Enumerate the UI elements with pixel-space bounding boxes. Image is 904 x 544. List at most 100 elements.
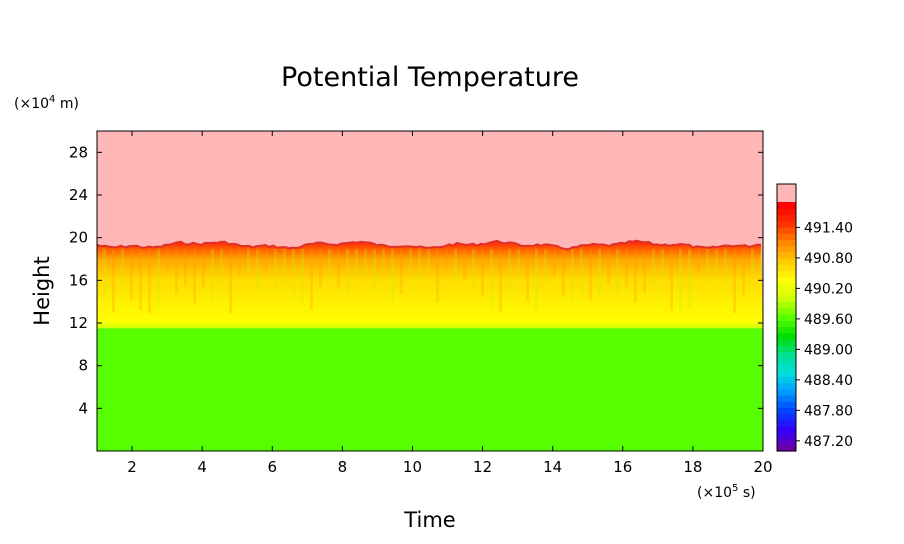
x-unit-label: (×105 s) xyxy=(697,483,756,501)
streak xyxy=(436,249,439,302)
streak xyxy=(634,249,637,303)
streak xyxy=(112,249,115,313)
streak xyxy=(211,249,214,302)
y-tick-label: 8 xyxy=(78,357,88,375)
colorbar-swatch xyxy=(777,338,796,346)
streak xyxy=(274,249,277,293)
streak xyxy=(760,249,763,277)
streak xyxy=(472,249,475,292)
streak xyxy=(157,249,160,307)
streak xyxy=(589,249,592,301)
x-tick-label: 4 xyxy=(197,458,207,476)
streak xyxy=(571,249,574,301)
streak xyxy=(427,249,430,271)
colorbar-swatch xyxy=(777,226,796,234)
streak xyxy=(328,249,331,278)
colorbar-swatch xyxy=(777,264,796,272)
streak xyxy=(751,249,754,272)
streak xyxy=(103,249,106,300)
streak xyxy=(337,249,340,288)
streak xyxy=(607,249,610,285)
streak xyxy=(445,249,448,271)
streak xyxy=(247,249,250,277)
streak xyxy=(661,249,664,276)
colorbar-swatch xyxy=(777,276,796,284)
colorbar-swatch xyxy=(777,214,796,222)
streak xyxy=(670,249,673,311)
chart-title: Potential Temperature xyxy=(281,62,579,93)
y-tick-label: 12 xyxy=(69,314,88,332)
x-tick-label: 12 xyxy=(473,458,492,476)
y-tick-label: 20 xyxy=(69,229,88,247)
y-axis-title: Height xyxy=(30,256,54,325)
colorbar-swatch xyxy=(777,239,796,247)
y-unit-exp: 4 xyxy=(49,94,55,105)
x-tick-label: 6 xyxy=(267,458,277,476)
colorbar-tick-label: 489.60 xyxy=(804,312,853,328)
streak xyxy=(418,249,421,280)
streak xyxy=(724,249,727,285)
streak xyxy=(490,249,493,312)
colorbar-swatch xyxy=(777,245,796,253)
colorbar-swatch xyxy=(777,401,796,409)
streak xyxy=(184,249,187,287)
streak xyxy=(562,249,565,297)
streak xyxy=(679,249,682,311)
streak xyxy=(733,249,736,313)
streak xyxy=(652,249,655,287)
streak xyxy=(391,249,394,303)
streak xyxy=(166,249,169,273)
streak xyxy=(625,249,628,287)
colorbar-tick-label: 490.20 xyxy=(804,281,853,297)
colorbar-swatch xyxy=(777,357,796,365)
colorbar-swatch xyxy=(777,394,796,402)
streak xyxy=(688,249,691,308)
streak xyxy=(742,249,745,297)
streak xyxy=(454,249,457,282)
y-unit-label: (×104 m) xyxy=(14,94,79,112)
streak xyxy=(175,249,178,294)
y-unit-prefix: (×10 xyxy=(14,96,49,112)
streak xyxy=(715,249,718,280)
streak xyxy=(238,249,241,276)
colorbar-frame xyxy=(776,183,797,452)
colorbar-swatch xyxy=(777,301,796,309)
colorbar-tick-label: 489.00 xyxy=(804,342,853,358)
colorbar-swatch xyxy=(777,289,796,296)
colorbar-swatch xyxy=(777,251,796,259)
streak xyxy=(508,249,511,288)
streak xyxy=(697,249,700,273)
lower-layer-region xyxy=(97,327,763,451)
streak xyxy=(382,249,385,271)
colorbar-swatch xyxy=(777,345,796,352)
y-axis: 4 8 12 16 20 24 28 xyxy=(69,143,763,417)
streak xyxy=(409,249,412,274)
interface-edge xyxy=(96,239,762,251)
x-tick-label: 2 xyxy=(127,458,137,476)
colorbar-swatch xyxy=(777,320,796,328)
streak xyxy=(292,249,295,299)
colorbar-tick-label: 487.20 xyxy=(804,434,853,450)
streak xyxy=(229,249,232,314)
x-tick-label: 16 xyxy=(613,458,632,476)
streak xyxy=(535,249,538,313)
colorbar-swatch xyxy=(777,363,796,371)
x-axis: 2 4 6 8 10 12 14 16 18 20 xyxy=(127,131,773,476)
streak xyxy=(400,249,403,294)
x-tick-label: 20 xyxy=(753,458,772,476)
colorbar-swatch xyxy=(777,444,796,452)
streak xyxy=(616,249,619,295)
mixed-layer-region xyxy=(97,240,763,329)
colorbar-tick-label: 487.80 xyxy=(804,403,853,419)
x-axis-title: Time xyxy=(403,508,455,532)
colorbar-swatch xyxy=(777,376,796,384)
streak xyxy=(265,249,268,270)
colorbar-swatch xyxy=(777,388,796,396)
x-tick-label: 8 xyxy=(338,458,348,476)
colorbar-swatch xyxy=(777,233,796,240)
x-unit-suffix: s) xyxy=(738,485,755,501)
colorbar-swatch xyxy=(777,208,796,216)
colorbar-swatch xyxy=(777,413,796,421)
streak xyxy=(193,249,196,305)
